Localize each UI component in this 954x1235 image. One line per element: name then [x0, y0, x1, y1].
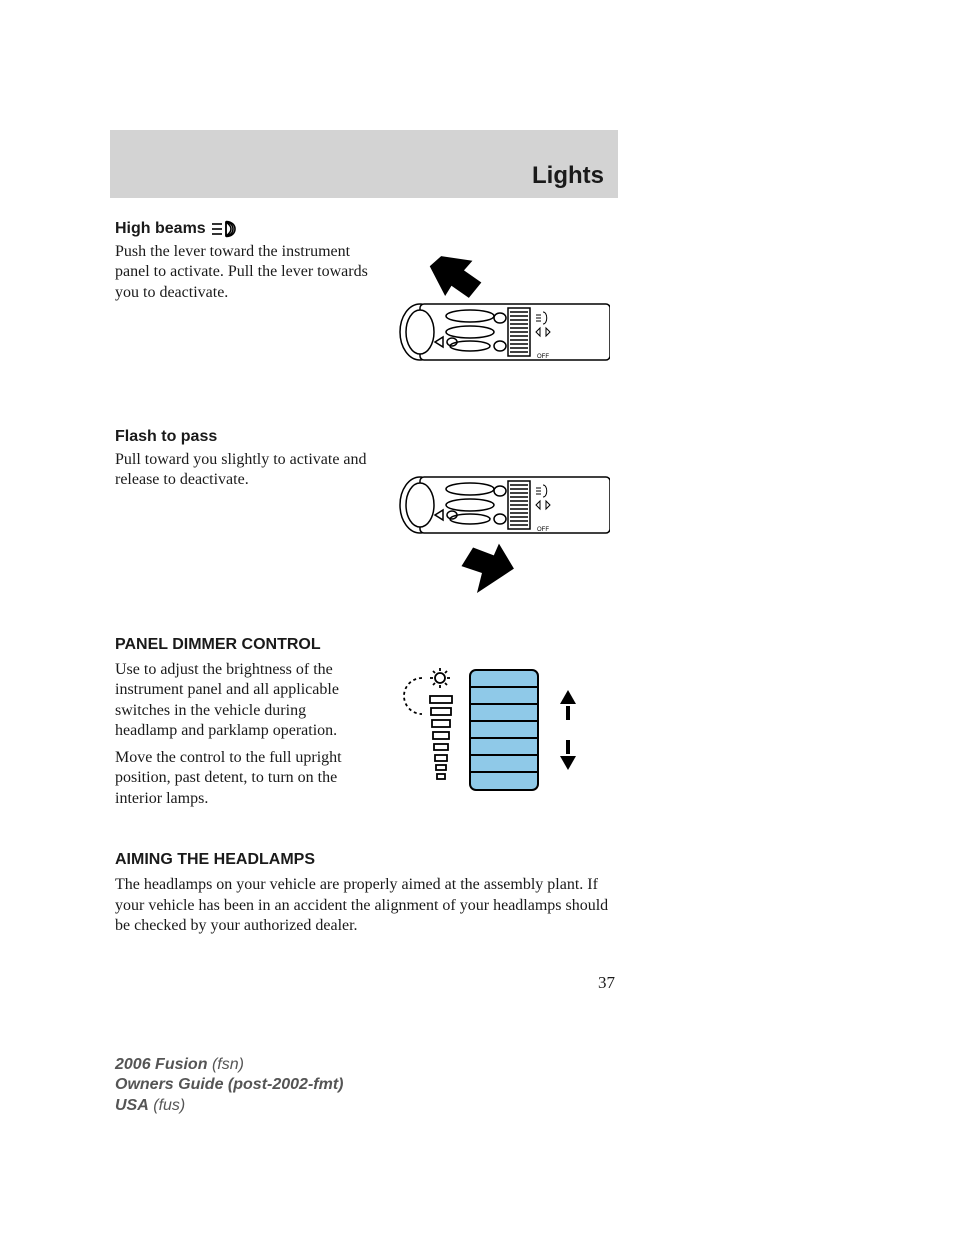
push-arrow-icon [428, 250, 483, 304]
off-label: OFF [537, 527, 549, 533]
flash-to-pass-body: Pull toward you slightly to activate and… [115, 450, 370, 491]
high-beam-icon [212, 220, 242, 238]
footer-guide: Owners Guide [115, 1076, 223, 1093]
off-label: OFF [537, 354, 549, 360]
high-beams-heading-text: High beams [115, 220, 206, 238]
pull-arrow-icon [458, 539, 518, 595]
footer-region: USA [115, 1097, 149, 1114]
lever-pull-figure: OFF [390, 450, 610, 600]
section-header-band: Lights [110, 130, 618, 198]
footer-line-1: 2006 Fusion (fsn) [115, 1055, 343, 1076]
high-beams-body: Push the lever toward the instrument pan… [115, 242, 370, 303]
up-down-arrow-icon [560, 690, 576, 770]
footer-model-code: (fsn) [212, 1056, 244, 1073]
high-beams-figure-col: OFF [390, 242, 610, 392]
footer: 2006 Fusion (fsn) Owners Guide (post-200… [115, 1055, 343, 1117]
high-beams-section: High beams Push the lever toward the ins… [115, 220, 615, 392]
panel-dimmer-body-1: Use to adjust the brightness of the inst… [115, 660, 370, 742]
aiming-body: The headlamps on your vehicle are proper… [115, 875, 615, 936]
flash-to-pass-row: Pull toward you slightly to activate and… [115, 450, 615, 600]
flash-to-pass-text-col: Pull toward you slightly to activate and… [115, 450, 370, 497]
panel-dimmer-heading: PANEL DIMMER CONTROL [115, 636, 615, 654]
brightness-icon [430, 668, 450, 688]
lever-push-figure: OFF [390, 242, 610, 392]
footer-guide-code: (post-2002-fmt) [228, 1076, 344, 1093]
high-beams-text-col: Push the lever toward the instrument pan… [115, 242, 370, 309]
aiming-headlamps-section: AIMING THE HEADLAMPS The headlamps on yo… [115, 851, 615, 936]
manual-page: Lights High beams [0, 0, 954, 1235]
footer-line-3: USA (fus) [115, 1096, 343, 1117]
footer-region-code: (fus) [153, 1097, 185, 1114]
flash-to-pass-heading: Flash to pass [115, 428, 615, 446]
aiming-heading: AIMING THE HEADLAMPS [115, 851, 615, 869]
panel-dimmer-text-col: Use to adjust the brightness of the inst… [115, 660, 370, 815]
flash-to-pass-figure-col: OFF [390, 450, 610, 600]
panel-dimmer-row: Use to adjust the brightness of the inst… [115, 660, 615, 815]
section-title: Lights [532, 162, 604, 190]
panel-dimmer-figure-col [390, 660, 610, 810]
dimmer-control-figure [400, 660, 600, 810]
panel-dimmer-section: PANEL DIMMER CONTROL Use to adjust the b… [115, 636, 615, 815]
footer-line-2: Owners Guide (post-2002-fmt) [115, 1075, 343, 1096]
page-number: 37 [115, 973, 615, 993]
flash-to-pass-section: Flash to pass Pull toward you slightly t… [115, 428, 615, 600]
footer-model: 2006 Fusion [115, 1056, 207, 1073]
high-beams-row: Push the lever toward the instrument pan… [115, 242, 615, 392]
page-content: High beams Push the lever toward the ins… [115, 220, 615, 993]
panel-dimmer-body-2: Move the control to the full upright pos… [115, 748, 370, 809]
high-beams-heading: High beams [115, 220, 615, 238]
